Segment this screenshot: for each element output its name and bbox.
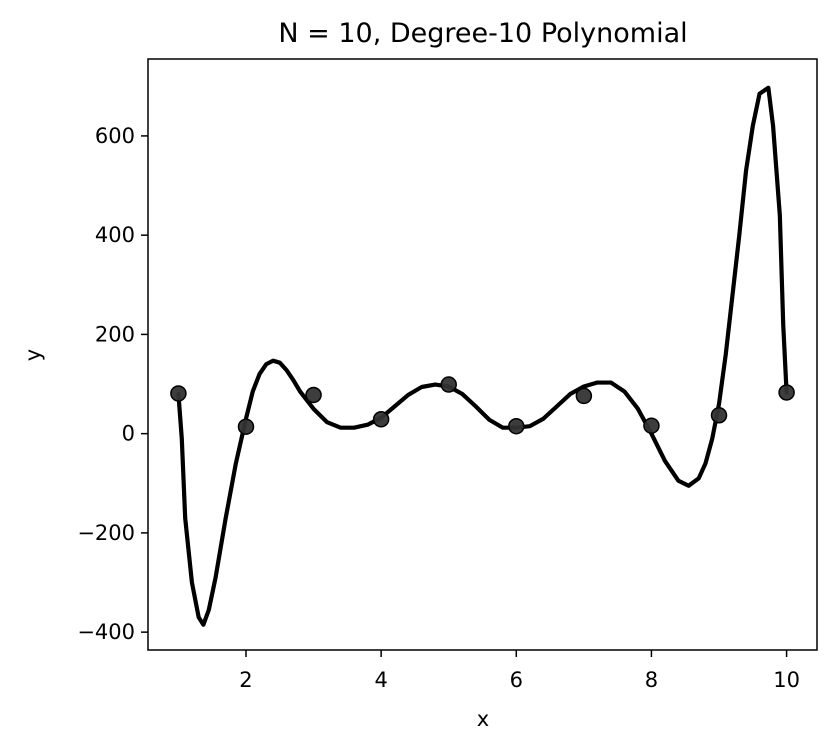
y-tick-label: −400 [77,620,135,644]
x-axis-label: x [477,707,489,731]
x-tick-label: 8 [645,668,658,692]
data-point [170,385,187,402]
y-tick-label: 400 [95,223,135,247]
x-tick-label: 10 [773,668,800,692]
data-point [575,387,593,405]
x-tick-label: 2 [239,668,252,692]
axis-ticks: 2 4 6 8 10 −400 −200 0 200 400 600 [77,124,800,692]
y-tick-label: 200 [95,322,135,346]
data-point [508,417,525,435]
y-tick-label: 600 [95,124,135,148]
x-tick-label: 4 [374,668,387,692]
data-point [372,411,390,428]
data-point [778,384,795,401]
data-point [710,407,728,424]
y-tick-label: 0 [122,422,135,446]
plot-area [170,85,795,627]
y-tick-label: −200 [77,521,135,545]
data-point [305,386,322,404]
chart-title: N = 10, Degree-10 Polynomial [278,18,687,49]
y-axis-label: y [21,349,45,361]
data-point [440,376,457,393]
data-point [237,418,255,435]
data-point [643,417,660,434]
x-tick-label: 6 [510,668,523,692]
plot-frame [147,58,818,651]
fit-curve [176,85,789,627]
